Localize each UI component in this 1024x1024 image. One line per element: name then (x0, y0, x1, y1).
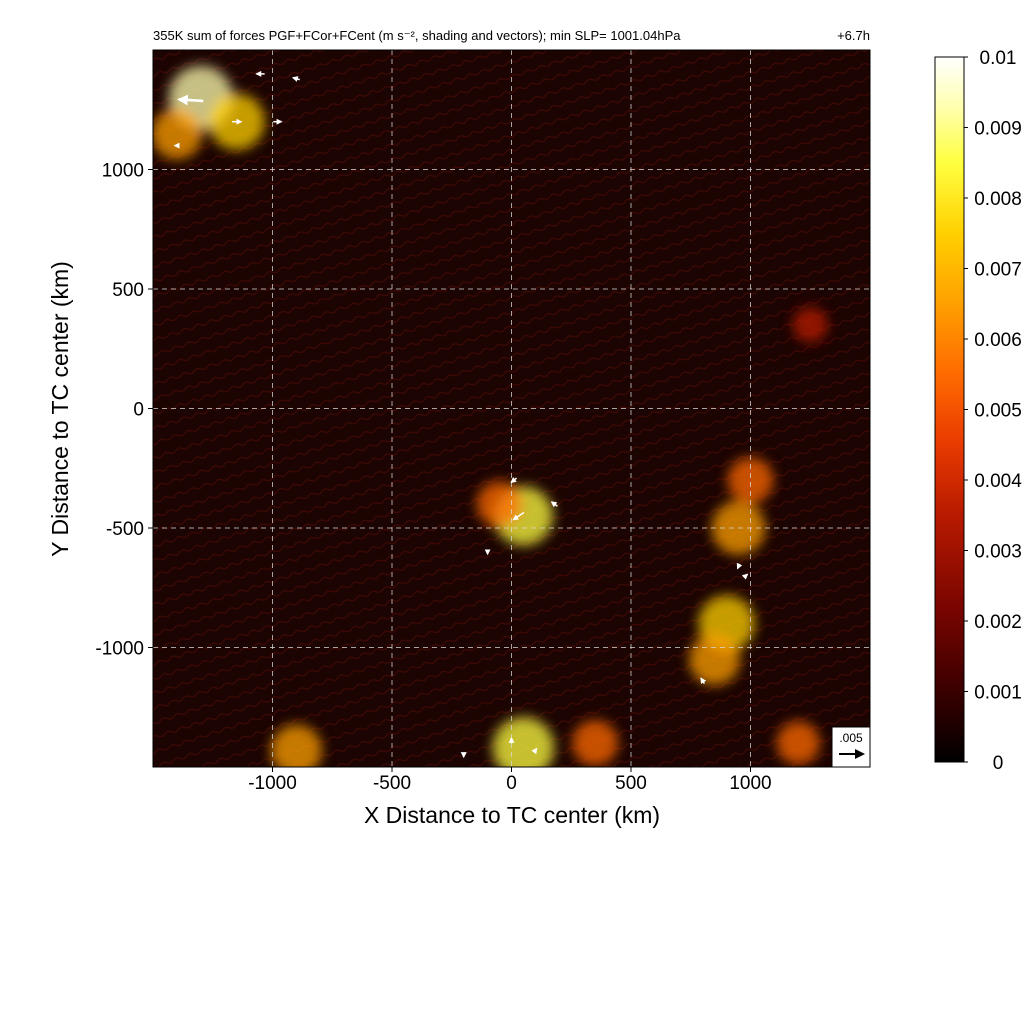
hotspot-9 (492, 717, 555, 767)
hotspot-13 (792, 307, 829, 343)
chart-title: 355K sum of forces PGF+FCor+FCent (m s⁻²… (153, 28, 681, 43)
force-vector-8 (510, 476, 518, 484)
y-tick-label-2: 0 (133, 400, 144, 421)
hotspot-4 (476, 481, 523, 528)
force-vector-0 (177, 94, 204, 106)
reference-vector-box: .005 (831, 726, 871, 768)
hotspot-8 (727, 457, 774, 504)
grid-layer (153, 50, 870, 767)
plot-area (153, 50, 870, 767)
hotspot-6 (689, 633, 741, 686)
y-tick-label-1: -500 (106, 519, 144, 540)
y-axis-label: Y Distance to TC center (km) (47, 261, 73, 557)
colorbar-tick-label-6: 0.006 (974, 330, 1022, 351)
force-vector-7 (550, 501, 558, 508)
x-tick-label-4: 1000 (729, 773, 771, 794)
y-tick-label-3: 500 (112, 280, 144, 301)
colorbar-tick-label-7: 0.007 (974, 260, 1022, 281)
x-axis-label: X Distance to TC center (km) (364, 802, 660, 828)
colorbar-tick-label-2: 0.002 (974, 612, 1022, 633)
x-tick-label-3: 500 (615, 773, 647, 794)
time-label: +6.7h (837, 28, 870, 43)
colorbar-gradient (934, 56, 965, 763)
colorbar-tick-label-8: 0.008 (974, 189, 1022, 210)
x-tick-label-0: -1000 (248, 773, 297, 794)
force-vector-14 (531, 747, 538, 755)
y-tick-label-0: -1000 (95, 639, 144, 660)
colorbar: 0 0.001 0.002 0.003 0.004 0.005 0.006 0.007 0.00… (934, 48, 1022, 774)
x-axis-ticks: -1000 -500 0 500 1000 (248, 767, 772, 794)
force-vector-2 (291, 76, 300, 82)
force-vector-10 (700, 677, 707, 685)
hotspot-11 (572, 720, 619, 767)
colorbar-tick-label-9: 0.009 (974, 119, 1022, 140)
hotspot-layer (153, 65, 829, 767)
force-vector-6 (512, 511, 525, 521)
colorbar-tick-label-10: 0.01 (980, 48, 1017, 69)
force-vector-12 (741, 573, 749, 580)
vector-layer (173, 70, 749, 759)
force-vector-11 (736, 562, 743, 570)
colorbar-tick-label-1: 0.001 (974, 683, 1022, 704)
hotspot-12 (776, 721, 820, 765)
y-tick-label-4: 1000 (102, 161, 144, 182)
hotspot-10 (270, 724, 322, 767)
colorbar-tick-label-0: 0 (993, 753, 1004, 774)
x-tick-label-2: 0 (506, 773, 517, 794)
colorbar-tick-label-4: 0.004 (974, 471, 1022, 492)
x-tick-label-1: -500 (373, 773, 411, 794)
colorbar-tick-label-5: 0.005 (974, 401, 1022, 422)
y-axis-ticks: -1000 -500 0 500 1000 (95, 161, 153, 660)
reference-vector-label: .005 (839, 731, 863, 745)
colorbar-ticks: 0 0.001 0.002 0.003 0.004 0.005 0.006 0.007 0.00… (964, 48, 1022, 774)
hotspot-2 (153, 108, 203, 160)
texture-overlay (153, 50, 870, 767)
colorbar-tick-label-3: 0.003 (974, 542, 1022, 563)
